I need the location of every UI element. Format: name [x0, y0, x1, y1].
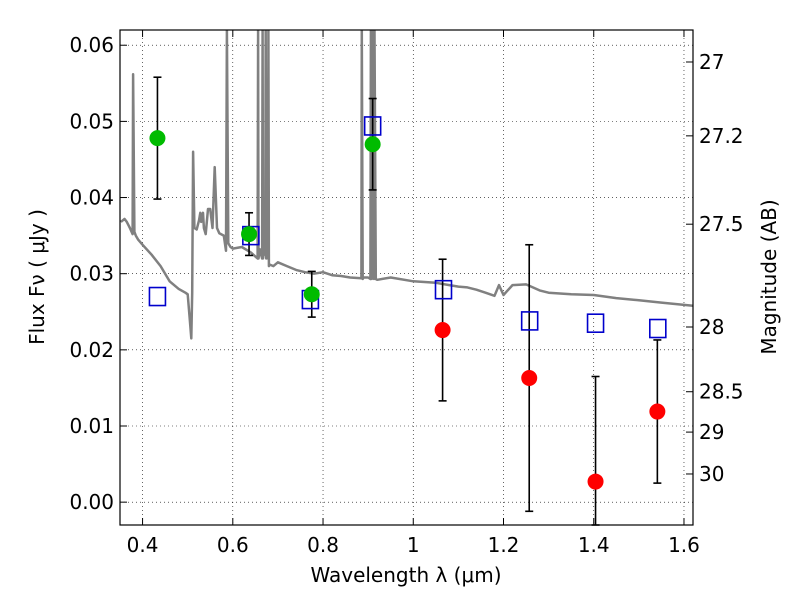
y2-axis-label: Magnitude (AB): [757, 199, 781, 354]
model-square-marker: [520, 311, 539, 331]
x-axis-label: Wavelength λ (μm): [310, 563, 501, 587]
y2-tick-label: 28: [699, 315, 724, 339]
markers: [148, 116, 667, 490]
y2-tick-label: 27: [699, 50, 724, 74]
data-point: [649, 403, 666, 420]
x-tick-label: 0.6: [217, 533, 249, 557]
data-point: [364, 136, 381, 153]
y-tick-label: 0.02: [69, 338, 114, 362]
x-tick-label: 1.2: [488, 533, 520, 557]
y-tick-label: 0.03: [69, 262, 114, 286]
y-tick-label: 0.04: [69, 186, 114, 210]
x-tick-label: 1: [407, 533, 420, 557]
model-square-marker: [649, 318, 667, 339]
y2-tick-label: 28.5: [699, 380, 744, 404]
data-point: [587, 473, 604, 490]
model-square-marker: [148, 286, 167, 307]
plot-frame: [119, 29, 694, 526]
data-point: [521, 370, 538, 387]
y-tick-label: 0.05: [69, 109, 114, 133]
plot-background: [120, 30, 693, 525]
ticks: 0.4 0.6 0.8 1 1.2 1.4 1.6 0.00 0.01 0.02 0.03 0.04 0…: [69, 30, 744, 557]
y2-tick-label: 29: [699, 420, 724, 444]
x-tick-label: 1.4: [578, 533, 610, 557]
data-point: [303, 286, 320, 303]
x-tick-label: 0.4: [127, 533, 159, 557]
model-square-marker: [434, 279, 453, 300]
grid: [120, 30, 693, 525]
y-tick-label: 0.01: [69, 414, 114, 438]
model-square-marker: [363, 116, 382, 136]
data-point: [434, 322, 451, 339]
x-tick-label: 1.6: [668, 533, 700, 557]
y-axis-label: Flux Fν ( μJy ): [25, 209, 49, 345]
y-tick-label: 0.00: [69, 490, 114, 514]
y2-tick-label: 27.2: [699, 124, 744, 148]
x-tick-label: 0.8: [307, 533, 339, 557]
data-point: [149, 130, 166, 147]
y2-tick-label: 30: [699, 462, 724, 486]
model-square-marker: [586, 313, 605, 333]
data-point: [241, 226, 258, 243]
y2-tick-label: 27.5: [699, 212, 744, 236]
y-tick-label: 0.06: [69, 33, 114, 57]
